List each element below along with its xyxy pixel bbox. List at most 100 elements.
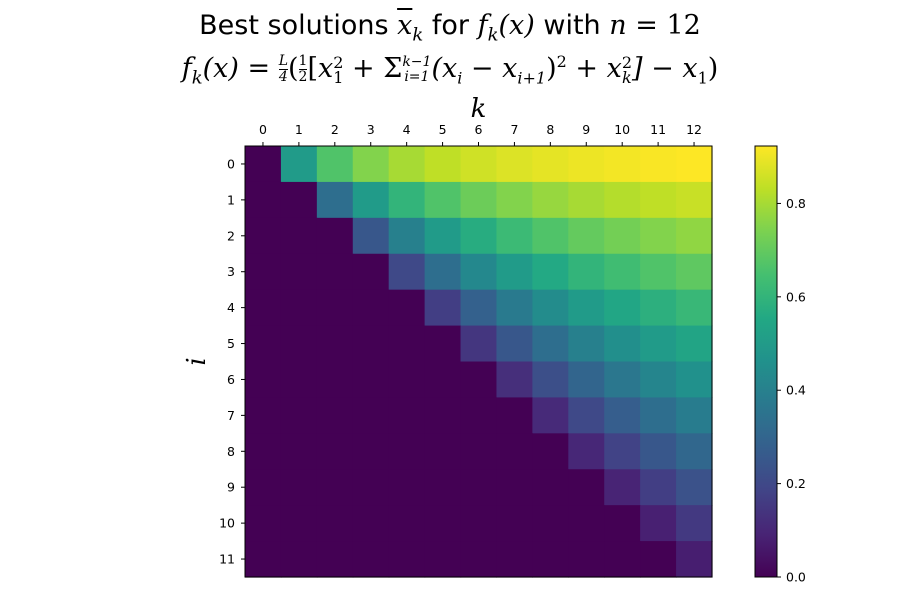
heatmap-cell-r2-c2 <box>316 217 354 255</box>
formula-frac-L: L <box>278 53 288 70</box>
heatmap-cell-r5-c6 <box>460 325 498 363</box>
colorbar-tick-label-2: 0.4 <box>786 383 806 398</box>
formula-plus-xk: + x <box>566 53 622 84</box>
heatmap-cell-r0-c6 <box>460 146 498 183</box>
heatmap-cell-r4-c12 <box>676 289 713 327</box>
heatmap-cell-r11-c3 <box>352 541 390 578</box>
heatmap-cell-r8-c10 <box>604 433 641 470</box>
formula-fraction-L-4: L 4 <box>278 53 288 85</box>
heatmap-cell-r5-c12 <box>676 325 713 363</box>
heatmap-cell-r7-c10 <box>604 397 641 434</box>
heatmap-cell-r7-c6 <box>460 397 498 434</box>
colorbar-tick-label-4: 0.8 <box>786 196 806 211</box>
heatmap-cell-r5-c9 <box>568 325 605 363</box>
formula-bracket-close: ] − x <box>632 53 698 84</box>
title-n-value: = 12 <box>635 10 701 41</box>
x-axis-label: k <box>471 94 487 124</box>
heatmap-cell-r3-c8 <box>532 253 569 291</box>
y-tick-label-1: 1 <box>227 192 235 207</box>
heatmap-cell-r4-c1 <box>280 289 318 327</box>
heatmap-cell-r7-c3 <box>352 397 390 434</box>
y-tick-label-0: 0 <box>227 156 235 171</box>
heatmap-cell-r3-c9 <box>568 253 605 291</box>
heatmap-cell-r8-c7 <box>496 433 533 470</box>
heatmap-cell-r5-c5 <box>424 325 462 363</box>
heatmap-cell-r0-c12 <box>676 146 713 183</box>
heatmap-cell-r1-c4 <box>388 181 426 219</box>
formula-sum-sub: i=1 <box>404 68 430 85</box>
y-tick-label-10: 10 <box>219 516 235 531</box>
colorbar-ticks: 0.0 0.2 0.4 0.6 0.8 <box>777 196 806 585</box>
heatmap-cell-r0-c8 <box>532 146 569 183</box>
colorbar-tick-label-3: 0.6 <box>786 289 806 304</box>
x-tick-label-6: 6 <box>475 122 483 137</box>
heatmap-cell-r4-c4 <box>388 289 426 327</box>
heatmap-cell-r4-c9 <box>568 289 605 327</box>
heatmap-cell-r5-c2 <box>316 325 354 363</box>
heatmap-cell-r1-c12 <box>676 181 713 219</box>
y-tick-label-6: 6 <box>227 372 235 387</box>
heatmap-cell-r11-c1 <box>280 541 318 578</box>
colorbar-tick-label-1: 0.2 <box>786 476 806 491</box>
heatmap-cell-r6-c9 <box>568 361 605 399</box>
heatmap-cell-r9-c6 <box>460 469 498 506</box>
heatmap-cell-r2-c5 <box>424 217 462 255</box>
formula-frac-2: 2 <box>298 69 308 85</box>
heatmap-cell-r6-c4 <box>388 361 426 399</box>
formula-sum-i: i <box>457 68 463 88</box>
y-tick-label-3: 3 <box>227 264 235 279</box>
y-tick-label-8: 8 <box>227 444 235 459</box>
heatmap-cell-r11-c7 <box>496 541 533 578</box>
heatmap-cell-r11-c10 <box>604 541 641 578</box>
formula-sum-i1: i+1 <box>517 68 547 88</box>
title-func-sub: k <box>487 24 499 46</box>
heatmap-cell-r11-c12 <box>676 541 713 578</box>
y-tick-label-9: 9 <box>227 480 235 495</box>
title-n: n <box>609 10 627 41</box>
title-text-for: for <box>431 10 469 41</box>
y-axis-ticks: 0 1 2 3 4 5 6 7 8 9 10 11 <box>219 156 245 567</box>
heatmap-cell-r4-c0 <box>245 289 282 327</box>
heatmap-cell-r2-c10 <box>604 217 641 255</box>
heatmap-cell-r8-c9 <box>568 433 605 470</box>
heatmap-cell-r8-c4 <box>388 433 426 470</box>
heatmap-cell-r0-c11 <box>640 146 677 183</box>
formula-sum-term: (x <box>431 53 458 84</box>
heatmap-cell-r8-c2 <box>316 433 354 470</box>
heatmap-cell-r3-c5 <box>424 253 462 291</box>
heatmap-cell-r6-c5 <box>424 361 462 399</box>
title-func-f: f <box>477 10 488 41</box>
heatmap-cell-r2-c3 <box>352 217 390 255</box>
formula-x1-sub: 1 <box>333 67 344 87</box>
heatmap-cell-r4-c10 <box>604 289 641 327</box>
heatmap-cell-r10-c6 <box>460 505 498 542</box>
heatmap-cell-r10-c11 <box>640 505 677 542</box>
heatmap-cell-r9-c8 <box>532 469 569 506</box>
y-tick-label-11: 11 <box>219 552 235 567</box>
heatmap-cell-r3-c4 <box>388 253 426 291</box>
formula-lhs-sub: k <box>191 67 203 89</box>
heatmap-cell-r5-c11 <box>640 325 677 363</box>
heatmap-cell-r6-c10 <box>604 361 641 399</box>
heatmap-cell-r9-c10 <box>604 469 641 506</box>
heatmap-cell-r7-c0 <box>245 397 282 434</box>
heatmap-cell-r7-c2 <box>316 397 354 434</box>
heatmap-cell-r11-c8 <box>532 541 569 578</box>
heatmap-cell-r0-c4 <box>388 146 426 183</box>
heatmap-cell-r5-c4 <box>388 325 426 363</box>
formula-lhs-f: f <box>181 53 192 84</box>
heatmap-cell-r1-c3 <box>352 181 390 219</box>
heatmap-cell-r1-c10 <box>604 181 641 219</box>
heatmap-cell-r7-c12 <box>676 397 713 434</box>
heatmap-cell-r1-c8 <box>532 181 569 219</box>
formula-paren-open: ( <box>288 53 299 84</box>
heatmap-cell-r1-c2 <box>316 181 354 219</box>
heatmap-cell-r6-c6 <box>460 361 498 399</box>
title-text-with: with <box>543 10 601 41</box>
heatmap-cell-r4-c6 <box>460 289 498 327</box>
heatmap-cell-r0-c5 <box>424 146 462 183</box>
heatmap-cell-r2-c6 <box>460 217 498 255</box>
heatmap-cell-r0-c10 <box>604 146 641 183</box>
x-tick-label-11: 11 <box>650 122 666 137</box>
